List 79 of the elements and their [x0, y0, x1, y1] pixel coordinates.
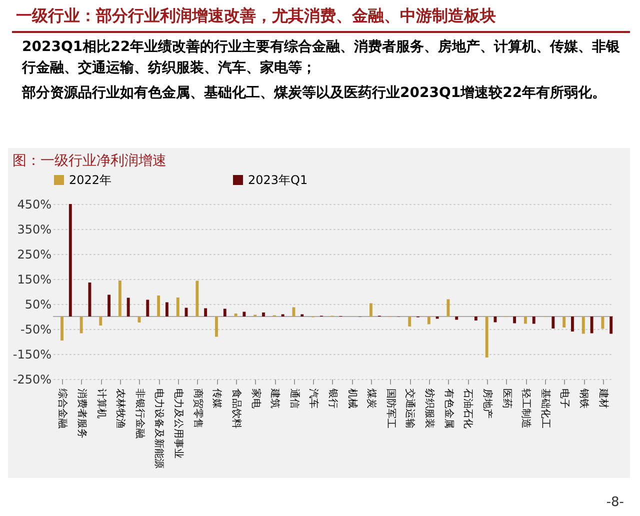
bar	[108, 294, 110, 316]
bar	[118, 280, 122, 316]
y-tick-label: 150%	[17, 272, 52, 286]
bar	[408, 316, 412, 326]
bar	[99, 316, 102, 326]
bar	[68, 204, 72, 316]
x-tick-label: 煤炭	[366, 388, 378, 408]
text: -8-	[606, 495, 624, 510]
x-tick-label: 传媒	[211, 388, 222, 408]
x-tick-label: 医药	[500, 388, 513, 408]
bar	[242, 312, 246, 316]
x-tick-label: 房地产	[481, 388, 494, 418]
bar	[455, 316, 458, 320]
x-tick-label: 消费者服务	[76, 388, 88, 438]
bar	[204, 308, 208, 316]
bar	[196, 280, 199, 316]
bar	[157, 296, 160, 316]
bar	[146, 300, 150, 316]
bar	[562, 316, 566, 328]
x-tick-label: 有色金属	[442, 388, 455, 428]
x-tick-label: 机械	[346, 388, 358, 408]
x-tick-label: 食品饮料	[230, 388, 242, 428]
x-tick-label: 非银行金融	[134, 388, 146, 438]
x-tick-label: 钢铁	[578, 388, 590, 408]
bar	[88, 282, 92, 316]
bar	[370, 303, 372, 316]
bar	[234, 314, 238, 316]
x-tick-label: 国防军工	[384, 388, 397, 428]
chart-title: 一级行业：部分行业利润增速改善，尤其消费、金融、中游制造板块	[12, 0, 630, 33]
x-tick-label: 基础化工	[539, 388, 552, 428]
x-tick-label: 家电	[250, 388, 262, 408]
bar	[446, 299, 450, 316]
bar	[571, 316, 574, 332]
y-tick-label: 450%	[17, 198, 52, 212]
bar	[582, 316, 585, 334]
bar	[485, 316, 488, 358]
bar	[176, 298, 180, 316]
bar	[80, 316, 83, 334]
x-tick-label: 汽车	[308, 388, 320, 408]
legend-label: 2023年Q1	[248, 173, 308, 187]
bar	[427, 316, 430, 324]
y-tick-label: -150%	[12, 348, 52, 362]
x-tick-label: 电力及公用事业	[172, 388, 185, 458]
x-tick-label: 石油石化	[462, 388, 474, 428]
x-tick-label: 建筑	[269, 388, 282, 408]
x-tick-label: 农林牧渔	[114, 388, 127, 428]
x-tick-label: 轻工制造	[520, 388, 532, 428]
bar	[524, 316, 527, 324]
bar	[262, 312, 265, 316]
x-tick-label: 商贸零售	[192, 388, 204, 428]
y-tick-label: 350%	[17, 222, 52, 236]
chart-subtitle: 2023Q1相比22年业绩改善的行业主要有综合金融、消费者服务、房地产、计算机、传媒、非银行金融、交通运输、纺织服装、汽车、家电等；	[22, 38, 622, 78]
text: 图：一级行业净利润增速	[12, 153, 166, 169]
bar	[601, 316, 604, 329]
x-tick-label: 电子	[558, 388, 571, 408]
x-tick-label: 交通运输	[404, 388, 416, 428]
x-tick-label: 电力设备及新能源	[153, 388, 166, 468]
bar	[474, 316, 478, 320]
bar	[532, 316, 536, 324]
x-tick-label: 建材	[597, 388, 610, 408]
x-tick-label: 通信	[288, 388, 300, 408]
y-tick-label: 250%	[17, 248, 52, 262]
x-tick-label: 纺织服装	[424, 388, 436, 428]
bar	[610, 316, 613, 334]
bar	[223, 308, 226, 316]
x-tick-label: 综合金融	[56, 388, 69, 428]
y-tick-label: -50%	[20, 322, 52, 336]
bar	[60, 316, 64, 340]
bar	[165, 302, 168, 316]
bar	[215, 316, 218, 337]
legend-label: 2022年	[69, 173, 112, 187]
bar	[513, 316, 516, 324]
y-tick-label: 50%	[24, 298, 52, 312]
text: 部分资源品行业如有色金属、基础化工、煤炭等以及医药行业2023Q1增速较22年有所弱化。	[22, 84, 608, 103]
x-tick-label: 计算机	[95, 388, 108, 418]
x-tick-label: 银行	[327, 388, 338, 408]
y-tick-label: -250%	[12, 372, 52, 386]
bar	[126, 298, 130, 316]
bar	[552, 316, 555, 328]
